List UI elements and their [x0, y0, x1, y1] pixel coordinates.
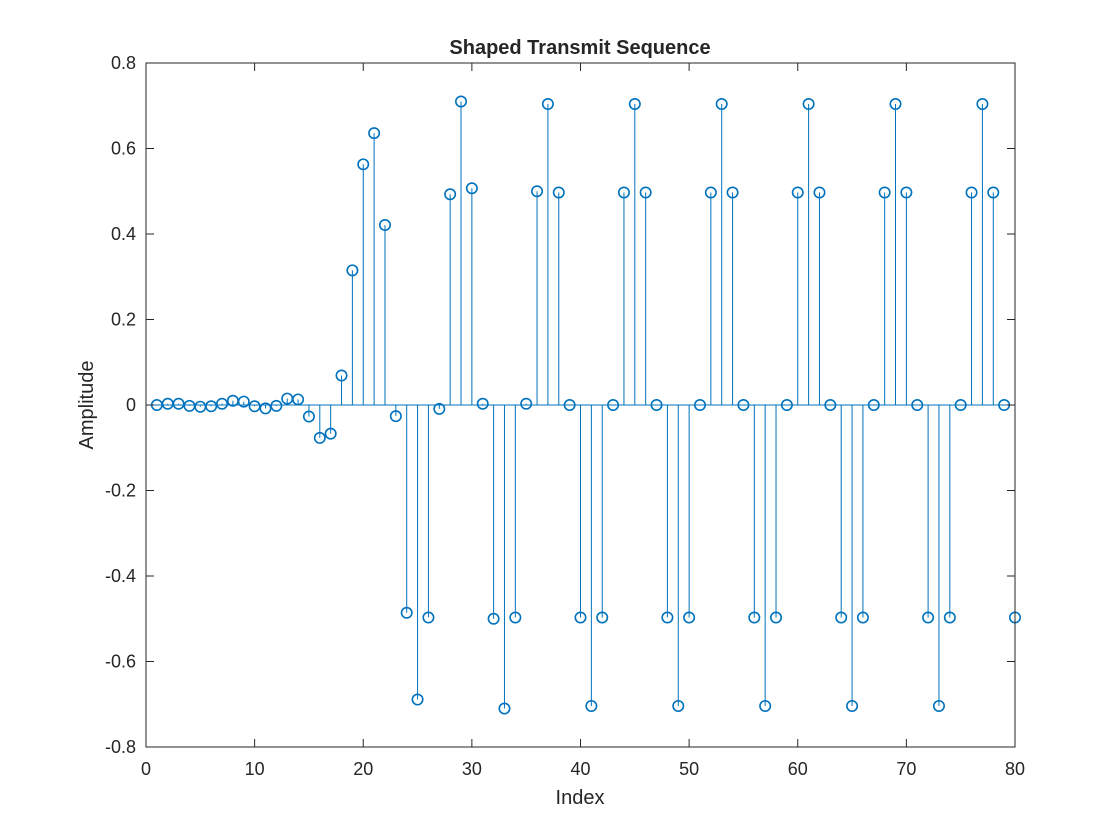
stem-marker	[922, 611, 935, 624]
stem-marker	[617, 186, 630, 199]
stem-marker	[313, 431, 326, 444]
x-tick-label: 40	[570, 759, 590, 779]
stem-marker	[237, 395, 250, 408]
y-tick-label: 0.4	[111, 224, 136, 244]
stem-markers	[150, 95, 1021, 715]
stem-marker	[900, 186, 913, 199]
stem-marker	[976, 98, 989, 111]
stem-marker	[172, 397, 185, 410]
stem-marker	[813, 186, 826, 199]
stem-marker	[639, 186, 652, 199]
y-tick-label: 0.6	[111, 139, 136, 159]
x-tick-label: 60	[788, 759, 808, 779]
stem-marker	[770, 611, 783, 624]
stem-marker	[889, 98, 902, 111]
stem-marker	[791, 186, 804, 199]
stem-marker	[378, 219, 391, 232]
stem-marker	[726, 186, 739, 199]
stem-marker	[846, 699, 859, 712]
stem-marker	[607, 398, 620, 411]
stem-marker	[596, 611, 609, 624]
stem-marker	[324, 427, 337, 440]
x-tick-label: 20	[353, 759, 373, 779]
stem-marker	[422, 611, 435, 624]
stem-marker	[531, 185, 544, 198]
stem-marker	[585, 699, 598, 712]
stem-marker	[400, 606, 413, 619]
stem-marker	[368, 127, 381, 140]
stem-marker	[693, 398, 706, 411]
stem-marker	[704, 186, 717, 199]
x-tick-label: 0	[141, 759, 151, 779]
stem-marker	[672, 699, 685, 712]
stem-marker	[780, 398, 793, 411]
y-tick-label: 0.8	[111, 53, 136, 73]
stem-marker	[541, 98, 554, 111]
x-axis-label: Index	[556, 787, 605, 809]
stem-marker	[216, 397, 229, 410]
x-axis-ticks: 0 10 20 30 40 50 60 70 80	[141, 63, 1025, 779]
stem-marker	[552, 186, 565, 199]
x-tick-label: 50	[679, 759, 699, 779]
stem-marker	[737, 398, 750, 411]
stem-marker	[498, 702, 511, 715]
stem-marker	[259, 402, 272, 415]
stem-marker	[987, 186, 1000, 199]
stem-marker	[205, 400, 218, 413]
stem-marker	[943, 611, 956, 624]
stem-marker	[248, 400, 261, 413]
stem-marker	[715, 98, 728, 111]
stem-marker	[954, 398, 967, 411]
stem-marker	[867, 398, 880, 411]
y-axis-ticks: -0.8 -0.6 -0.4 -0.2 0 0.2 0.4 0.6 0.8	[105, 53, 1015, 757]
x-tick-label: 10	[245, 759, 265, 779]
stem-marker	[389, 410, 402, 423]
x-tick-label: 30	[462, 759, 482, 779]
stem-marker	[574, 611, 587, 624]
y-axis-label: Amplitude	[76, 361, 98, 450]
y-tick-label: 0.2	[111, 310, 136, 330]
stem-marker	[444, 188, 457, 201]
stem-marker	[683, 611, 696, 624]
stem-marker	[748, 611, 761, 624]
stem-marker	[335, 369, 348, 382]
y-tick-label: -0.6	[105, 652, 136, 672]
stem-marker	[509, 611, 522, 624]
stem-marker	[455, 95, 468, 108]
stem-marker	[911, 398, 924, 411]
stem-marker	[476, 397, 489, 410]
stem-marker	[802, 98, 815, 111]
y-tick-label: -0.8	[105, 737, 136, 757]
stem-marker	[628, 98, 641, 111]
stem-marker	[270, 399, 283, 412]
stem-marker	[878, 186, 891, 199]
y-tick-label: -0.2	[105, 481, 136, 501]
x-tick-label: 70	[896, 759, 916, 779]
stem-marker	[433, 402, 446, 415]
stem-marker	[932, 699, 945, 712]
stem-marker	[650, 398, 663, 411]
stem-marker	[292, 393, 305, 406]
stem-marker	[411, 693, 424, 706]
stem-marker	[465, 182, 478, 195]
x-tick-label: 80	[1005, 759, 1025, 779]
stem-marker	[346, 264, 359, 277]
y-tick-label: 0	[126, 395, 136, 415]
stem-marker	[302, 410, 315, 423]
stem-marker	[835, 611, 848, 624]
stem-marker	[520, 397, 533, 410]
y-tick-label: -0.4	[105, 566, 136, 586]
stem-marker	[563, 398, 576, 411]
stem-marker	[759, 699, 772, 712]
stem-marker	[965, 186, 978, 199]
chart-title: Shaped Transmit Sequence	[449, 37, 710, 59]
stem-marker	[487, 612, 500, 625]
stem-marker	[661, 611, 674, 624]
stem-marker	[856, 611, 869, 624]
stem-marker	[357, 158, 370, 171]
stem-marker	[824, 398, 837, 411]
